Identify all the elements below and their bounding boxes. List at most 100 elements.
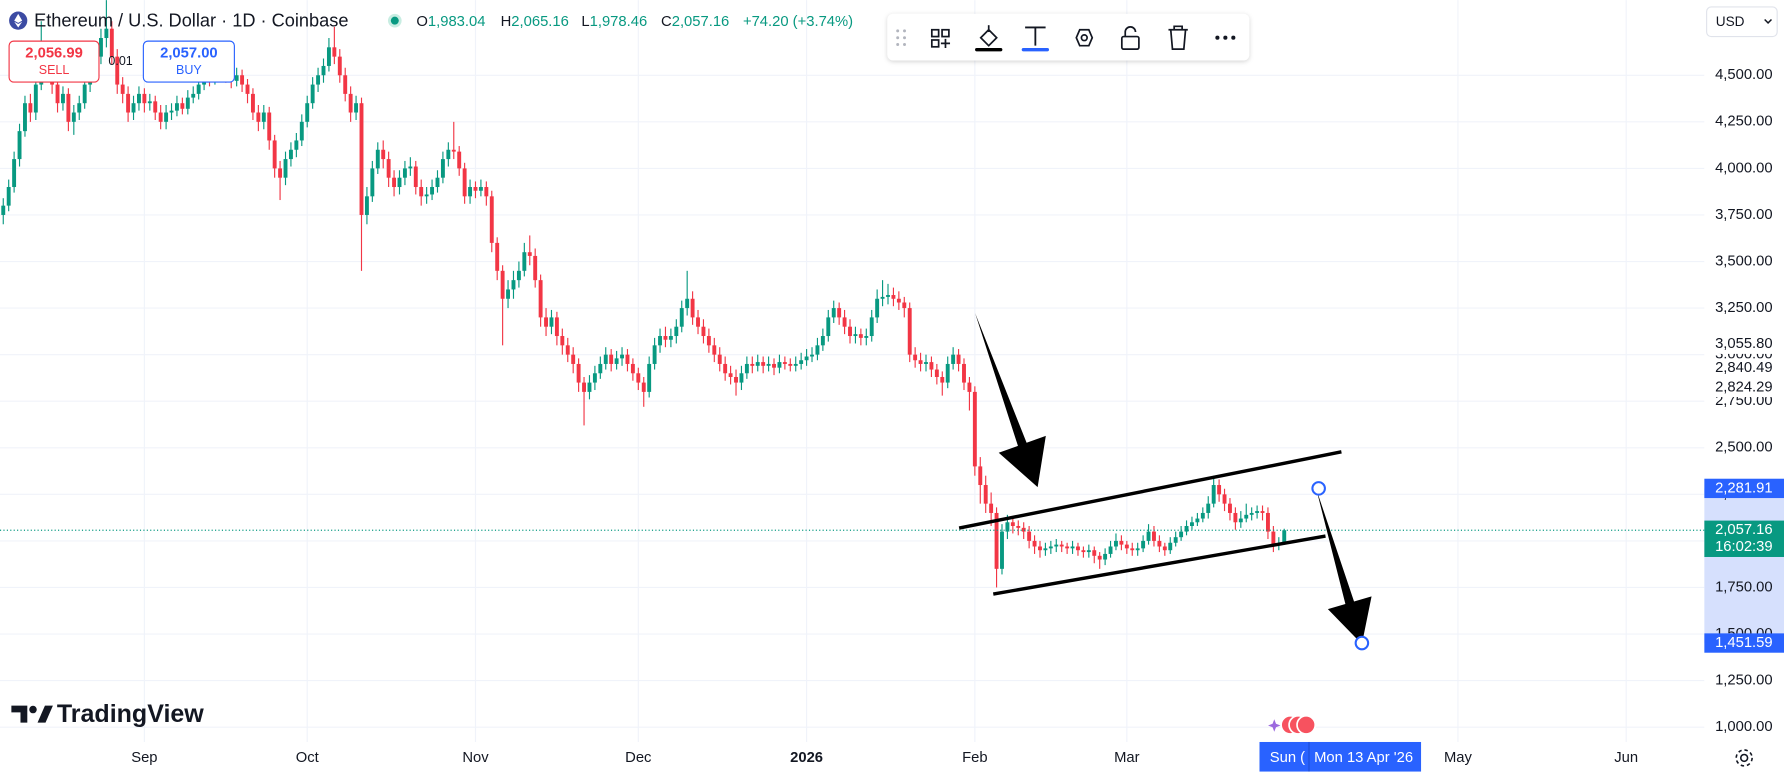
candle-body [1168,542,1173,551]
candle-body [983,485,988,504]
candle-body [1233,512,1238,523]
ohlc-key: L [581,14,589,30]
candle-body [462,168,467,197]
candle-body [153,101,158,113]
candle-body [962,363,966,383]
y-tick-label: 2,750.00 [1715,393,1773,409]
candle-body [316,75,321,85]
candle-body [1054,544,1059,547]
candle-body [750,363,755,366]
event-spark[interactable] [1268,719,1281,732]
x-tick-label: May [1444,750,1473,766]
candle-body [565,345,570,355]
candle-body [652,345,657,364]
candle-body [332,47,337,57]
crosshair-date: Mon 13 Apr '26 [1314,750,1413,766]
candle-body [1260,511,1265,513]
legend: Ethereum / U.S. Dollar · 1D · Coinbase O… [9,11,853,31]
candle-body [880,296,885,299]
candle-body [256,112,261,122]
candle-body [739,373,744,383]
candle-body [17,131,22,160]
candle-body [136,93,141,104]
candle-body [761,362,766,366]
anchor-point[interactable] [1354,635,1370,651]
price-label-box [1704,478,1784,499]
candle-body [538,280,543,318]
sell-button[interactable] [8,40,100,83]
candle-body [164,112,169,122]
anchor-point[interactable] [1311,481,1326,496]
candle-body [142,93,147,104]
symbol-title[interactable]: Ethereum / U.S. Dollar · 1D · Coinbase [34,11,348,31]
candle-body [848,326,852,337]
event-flag[interactable] [1296,714,1317,735]
candle-body [348,93,353,113]
templates-button[interactable] [930,28,951,48]
candle-body [826,317,831,337]
buy-price: 2,057.00 [160,46,218,62]
market-status-dot [390,16,399,25]
candle-body [473,187,478,191]
candle-body [1135,548,1140,551]
candle-body [99,38,103,57]
candle-body [147,101,152,104]
candle-body [744,363,749,374]
candle-body [23,103,27,132]
arrow-down[interactable] [1316,489,1372,645]
candle-body [815,345,820,355]
more-button[interactable] [1215,35,1236,40]
price-label: 1,451.59 [1715,635,1773,651]
candle-body [1086,550,1091,553]
candle-body [875,298,880,318]
candle-body [582,382,586,392]
candle-body [397,177,402,188]
candle-body [408,166,413,169]
candle-body [554,317,559,337]
ohlc-key: H [501,14,512,30]
sell-price: 2,056.99 [25,46,83,62]
buy-button[interactable] [142,40,235,83]
candle-body [658,336,662,346]
candle-body [77,103,82,113]
candle-body [1048,546,1053,549]
candle-body [820,336,825,346]
settings-gear[interactable] [1735,749,1753,767]
candle-body [1249,512,1254,515]
candle-body [267,112,272,141]
drag-handle[interactable] [896,29,906,47]
candle-body [799,360,804,364]
candle-body [1027,531,1032,541]
logo-mark [29,705,37,714]
price-label: 2,840.49 [1715,360,1773,376]
currency-box[interactable] [1706,6,1778,38]
delete-button[interactable] [1168,25,1188,50]
candle-body [712,345,717,355]
candle-body [364,196,369,215]
candle-body [451,149,456,152]
channel-lower[interactable] [992,534,1326,596]
candle-body [1184,525,1189,532]
lock-button[interactable] [1120,26,1140,50]
candle-body [240,75,245,85]
candle-body [1244,514,1249,519]
candle-body [66,93,71,122]
logo-mark [11,705,28,723]
currency: USD [1716,14,1745,29]
channel-upper[interactable] [958,450,1342,530]
settings-button[interactable] [1075,28,1094,47]
candle-body [1162,546,1167,551]
candle-body [864,336,869,338]
candle-body [587,382,592,392]
candle-body [1282,530,1287,545]
color-button[interactable] [975,25,1003,52]
candle-body [446,149,451,160]
candle-body [896,298,901,303]
arrow-down[interactable] [975,313,1046,488]
candle-body [343,75,348,94]
text-button[interactable] [1021,26,1050,52]
price-label-box [1704,633,1784,653]
x-tick-label: Jun [1614,750,1638,766]
candle-body [522,252,527,271]
